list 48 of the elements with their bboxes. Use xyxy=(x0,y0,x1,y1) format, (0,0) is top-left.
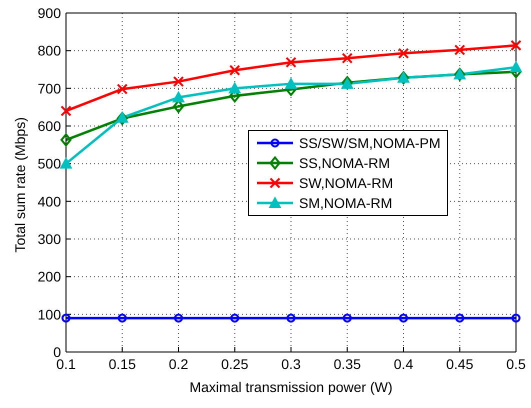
y-tick-label: 400 xyxy=(38,193,62,210)
point xyxy=(172,91,184,102)
legend-label: SW,NOMA-RM xyxy=(299,175,394,191)
y-tick-label: 0 xyxy=(53,344,62,360)
point xyxy=(455,314,464,323)
x-axis-title: Maximal transmission power (W) xyxy=(189,379,393,395)
point xyxy=(399,314,408,323)
y-tick-label: 900 xyxy=(38,4,62,21)
point xyxy=(173,76,184,88)
point xyxy=(512,314,520,323)
legend-label: SS,NOMA-RM xyxy=(299,155,390,171)
point xyxy=(228,82,241,94)
legend-label: SS/SW/SM,NOMA-PM xyxy=(299,135,441,151)
point xyxy=(60,133,72,146)
point xyxy=(342,52,353,64)
point xyxy=(510,61,522,72)
x-tick-label: 0.35 xyxy=(334,356,362,372)
point xyxy=(118,314,127,323)
point xyxy=(230,314,240,323)
y-tick-label: 200 xyxy=(38,268,62,285)
y-axis-title: Total sum rate (Mbps) xyxy=(12,117,28,252)
point xyxy=(398,48,409,59)
x-tick-label: 0.2 xyxy=(168,356,188,372)
point xyxy=(286,56,296,68)
x-tick-label: 0.4 xyxy=(394,356,414,372)
point xyxy=(454,44,466,56)
point xyxy=(60,158,72,169)
x-tick-label: 0.15 xyxy=(108,356,136,372)
y-tick-label: 700 xyxy=(38,80,62,96)
y-tick-label: 500 xyxy=(38,156,62,172)
point xyxy=(60,105,72,116)
y-tick-label: 800 xyxy=(38,42,62,59)
x-tick-label: 0.25 xyxy=(221,356,249,372)
point xyxy=(116,84,128,95)
x-tick-label: 0.3 xyxy=(281,356,301,372)
point xyxy=(285,78,297,89)
legend-label: SM,NOMA-RM xyxy=(299,195,392,211)
point xyxy=(174,314,183,323)
y-tick-label: 300 xyxy=(38,230,62,247)
x-tick-label: 0.5 xyxy=(506,356,526,372)
point xyxy=(286,314,296,323)
point xyxy=(510,40,522,51)
point xyxy=(62,314,70,323)
point xyxy=(342,314,352,323)
point xyxy=(229,64,240,76)
y-tick-label: 100 xyxy=(38,306,62,322)
y-tick-label: 600 xyxy=(38,118,62,134)
x-tick-label: 0.45 xyxy=(446,356,474,372)
